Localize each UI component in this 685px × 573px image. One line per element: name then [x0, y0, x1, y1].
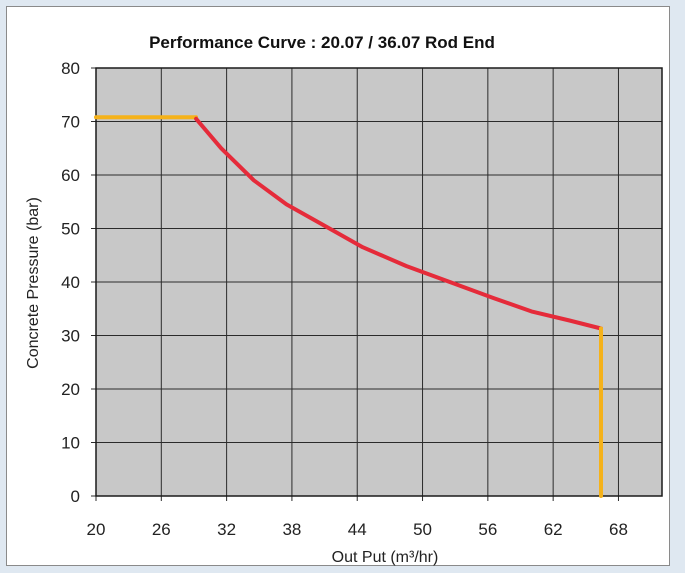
x-tick-label: 56 — [478, 520, 497, 539]
tick-labels: 20 26 32 38 44 50 56 62 68 0 10 20 30 40 50 60 70 80 — [61, 59, 628, 539]
series-line-2 — [194, 116, 603, 331]
x-tick-label: 62 — [544, 520, 563, 539]
x-tick-label: 32 — [217, 520, 236, 539]
x-axis-label: Out Put (m³/hr) — [332, 549, 439, 566]
axes — [91, 67, 663, 501]
x-tick-label: 38 — [282, 520, 301, 539]
x-tick-label: 68 — [609, 520, 628, 539]
y-tick-label: 40 — [61, 273, 80, 292]
gridlines — [96, 68, 662, 496]
chart-title: Performance Curve : 20.07 / 36.07 Rod En… — [149, 33, 495, 52]
y-tick-label: 10 — [61, 434, 80, 453]
y-tick-label: 80 — [61, 59, 80, 78]
y-tick-label: 30 — [61, 327, 80, 346]
y-axis-label: Concrete Pressure (bar) — [25, 197, 42, 369]
x-tick-label: 50 — [413, 520, 432, 539]
y-tick-label: 20 — [61, 380, 80, 399]
y-tick-label: 70 — [61, 113, 80, 132]
series-group — [94, 115, 603, 498]
x-tick-label: 44 — [348, 520, 367, 539]
y-tick-label: 0 — [71, 487, 80, 506]
y-tick-label: 50 — [61, 220, 80, 239]
y-tick-label: 60 — [61, 166, 80, 185]
plot-border — [95, 67, 663, 497]
x-tick-label: 20 — [87, 520, 106, 539]
x-tick-label: 26 — [152, 520, 171, 539]
